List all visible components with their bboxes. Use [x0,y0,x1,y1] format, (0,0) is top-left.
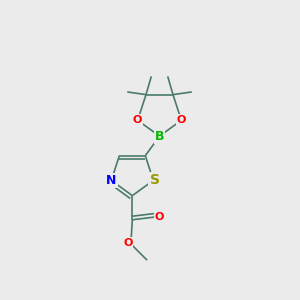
Text: O: O [123,238,133,248]
Text: O: O [133,115,142,125]
Text: S: S [149,173,160,188]
Text: O: O [155,212,164,222]
Text: B: B [155,130,164,143]
Text: O: O [177,115,186,125]
Text: N: N [106,174,116,187]
